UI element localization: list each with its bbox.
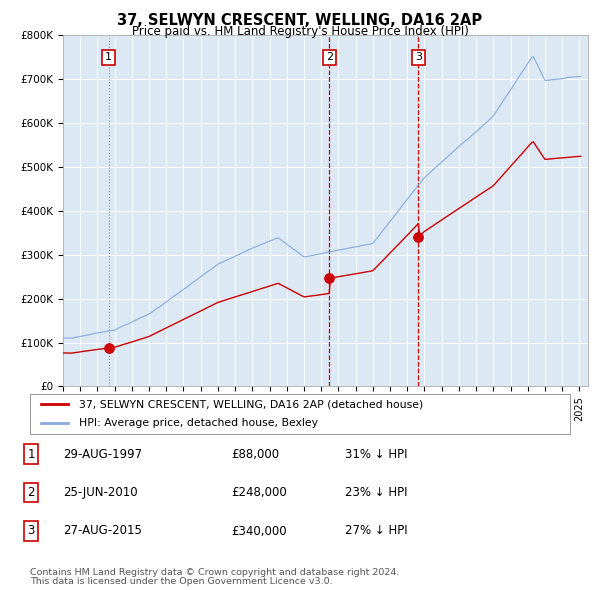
Text: This data is licensed under the Open Government Licence v3.0.: This data is licensed under the Open Gov… (30, 577, 332, 586)
Text: £248,000: £248,000 (231, 486, 287, 499)
Text: Contains HM Land Registry data © Crown copyright and database right 2024.: Contains HM Land Registry data © Crown c… (30, 568, 400, 577)
Text: 2: 2 (28, 486, 35, 499)
Text: HPI: Average price, detached house, Bexley: HPI: Average price, detached house, Bexl… (79, 418, 317, 428)
Text: 37, SELWYN CRESCENT, WELLING, DA16 2AP: 37, SELWYN CRESCENT, WELLING, DA16 2AP (118, 13, 482, 28)
Text: £88,000: £88,000 (231, 448, 279, 461)
Text: 27-AUG-2015: 27-AUG-2015 (63, 525, 142, 537)
Text: 1: 1 (105, 53, 112, 63)
Text: 3: 3 (415, 53, 422, 63)
Text: 37, SELWYN CRESCENT, WELLING, DA16 2AP (detached house): 37, SELWYN CRESCENT, WELLING, DA16 2AP (… (79, 399, 423, 409)
Text: 25-JUN-2010: 25-JUN-2010 (63, 486, 137, 499)
Text: 3: 3 (28, 525, 35, 537)
Text: 1: 1 (28, 448, 35, 461)
Text: 29-AUG-1997: 29-AUG-1997 (63, 448, 142, 461)
Text: 31% ↓ HPI: 31% ↓ HPI (345, 448, 407, 461)
Point (413, 232, 423, 242)
Point (325, 273, 334, 283)
Text: 23% ↓ HPI: 23% ↓ HPI (345, 486, 407, 499)
Text: 27% ↓ HPI: 27% ↓ HPI (345, 525, 407, 537)
Text: 2: 2 (326, 53, 333, 63)
Point (104, 343, 113, 353)
Text: £340,000: £340,000 (231, 525, 287, 537)
Text: Price paid vs. HM Land Registry's House Price Index (HPI): Price paid vs. HM Land Registry's House … (131, 25, 469, 38)
